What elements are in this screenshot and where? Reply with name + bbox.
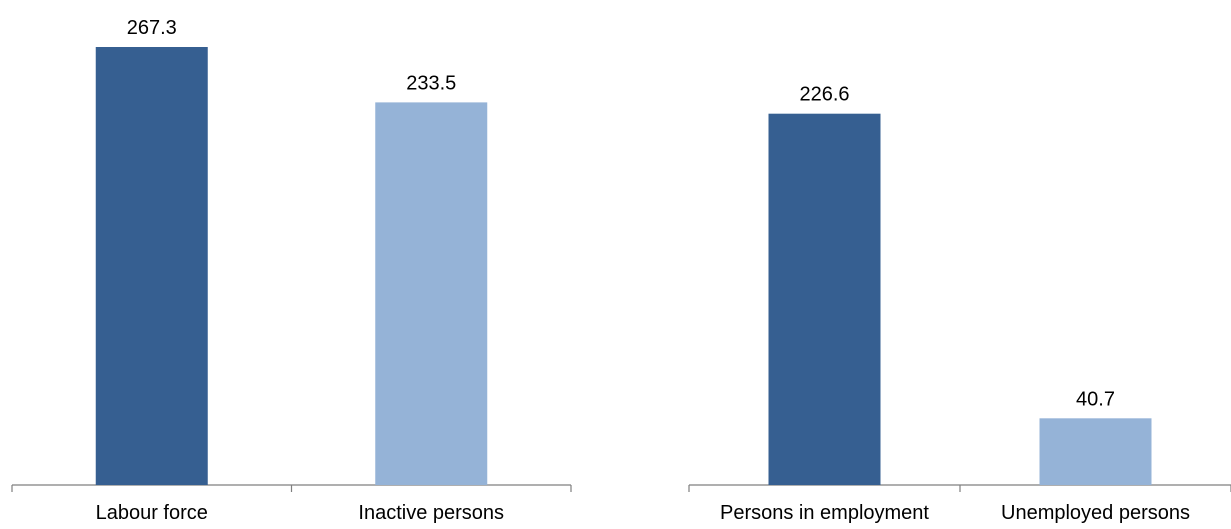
bar-labour-force xyxy=(95,47,208,485)
category-label: Persons in employment xyxy=(720,502,929,524)
data-label: 40.7 xyxy=(1076,388,1115,410)
bar-unemployed-persons xyxy=(1039,418,1152,485)
data-label: 233.5 xyxy=(406,72,456,94)
bar-persons-in-employment xyxy=(768,113,881,486)
bar-inactive-persons xyxy=(375,102,488,486)
category-label: Inactive persons xyxy=(358,502,504,524)
chart-panel-2: 226.6 Persons in employment 40.7 Unemployed… xyxy=(688,84,1231,524)
chart-panel-1: 267.3 Labour force 233.5 Inactive persons xyxy=(11,17,572,524)
category-label: Unemployed persons xyxy=(1001,502,1190,524)
category-label: Labour force xyxy=(96,502,208,524)
data-label: 267.3 xyxy=(127,17,177,39)
data-label: 226.6 xyxy=(799,84,849,106)
